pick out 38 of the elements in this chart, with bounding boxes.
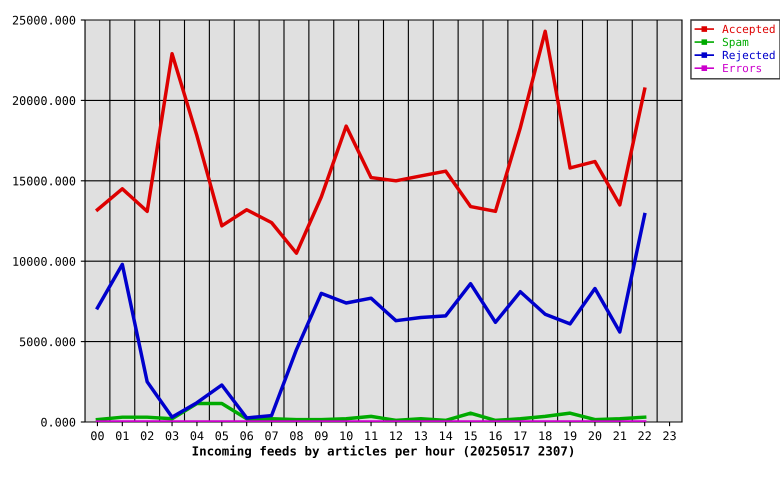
legend-label: Accepted bbox=[722, 24, 775, 36]
x-tick-label: 00 bbox=[91, 431, 104, 440]
x-tick-label: 20 bbox=[588, 431, 602, 440]
y-tick-label: 15000.000 bbox=[13, 176, 76, 186]
x-tick-label: 15 bbox=[464, 431, 477, 440]
x-tick-label: 10 bbox=[340, 431, 353, 440]
y-tick-label: 25000.000 bbox=[12, 16, 76, 25]
x-tick-label: 03 bbox=[166, 431, 178, 440]
x-tick-label: 08 bbox=[290, 431, 303, 440]
line-series bbox=[96, 212, 646, 420]
x-axis-title: Incoming feeds by articles per hour (20250517 2307) bbox=[192, 445, 574, 458]
x-tick-label: 14 bbox=[440, 431, 452, 440]
x-tick-label: 13 bbox=[415, 431, 428, 440]
legend-label: Errors bbox=[723, 64, 762, 72]
line-series bbox=[96, 402, 646, 422]
line-series bbox=[96, 30, 646, 255]
x-tick-label: 06 bbox=[240, 431, 254, 440]
x-tick-label: 12 bbox=[390, 431, 402, 440]
x-tick-label: 01 bbox=[116, 431, 129, 440]
y-tick-label: 5000.000 bbox=[20, 337, 76, 346]
x-tick-label: 23 bbox=[663, 431, 676, 440]
x-tick-label: 16 bbox=[490, 431, 502, 440]
x-tick-label: 07 bbox=[265, 431, 278, 440]
legend-label: Spam bbox=[722, 38, 748, 48]
x-tick-label: 21 bbox=[614, 431, 626, 440]
x-tick-label: 09 bbox=[314, 431, 328, 440]
x-tick-label: 19 bbox=[564, 431, 576, 440]
legend-label: Rejected bbox=[722, 50, 775, 62]
y-tick-label: 20000.000 bbox=[12, 96, 76, 106]
y-tick-label: 0.000 bbox=[41, 418, 76, 427]
x-tick-label: 05 bbox=[215, 431, 228, 440]
y-tick-label: 10000.000 bbox=[13, 256, 76, 266]
x-tick-label: 18 bbox=[540, 431, 552, 440]
x-tick-label: 17 bbox=[514, 431, 527, 440]
x-tick-label: 02 bbox=[140, 431, 154, 440]
x-tick-label: 04 bbox=[190, 431, 204, 440]
x-tick-label: 11 bbox=[365, 431, 378, 440]
x-tick-label: 22 bbox=[638, 431, 651, 440]
